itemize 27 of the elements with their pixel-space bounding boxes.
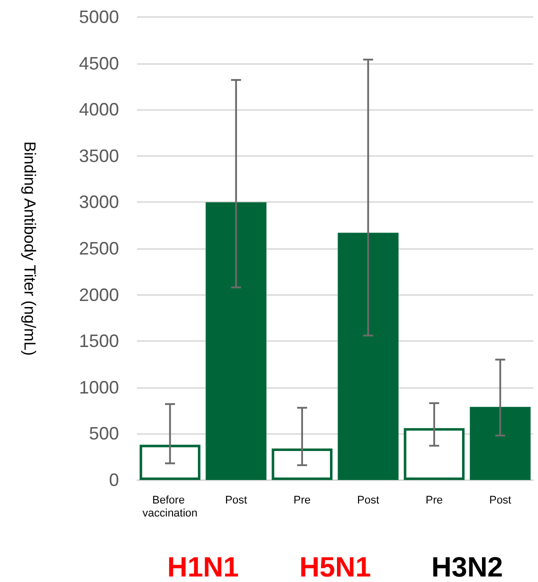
x-tick-label: Pre [426,494,443,506]
bar [272,448,332,480]
bar [404,428,465,480]
y-tick-label: 0 [108,470,119,490]
y-tick-label: 500 [88,424,119,444]
y-tick-label: 1000 [78,377,119,398]
text: H3N2 [431,552,504,582]
x-tick-label: Post [489,494,512,506]
x-tick-label: Pre [294,494,311,506]
x-tick-label: Post [357,494,380,506]
text: H1N1 [167,552,239,582]
y-tick-label: 2000 [78,284,119,305]
y-tick-label: 5000 [78,7,119,27]
y-tick-label: 4000 [78,100,119,120]
y-tick-label: 2500 [78,238,119,258]
bar [338,232,399,480]
x-tick-label: Before vaccination [142,494,198,520]
y-tick-label: 3000 [78,192,119,212]
bar [206,202,266,480]
bar [140,444,200,480]
x-tick-label: Post [225,494,248,506]
bar [470,406,531,480]
text: H5N1 [299,552,371,582]
y-tick-label: 3500 [78,146,119,166]
y-tick-label: 4500 [78,53,119,74]
y-tick-label: 1500 [78,331,119,352]
y-axis-title: Binding Antibody Titer (ng/mL) [20,141,38,356]
